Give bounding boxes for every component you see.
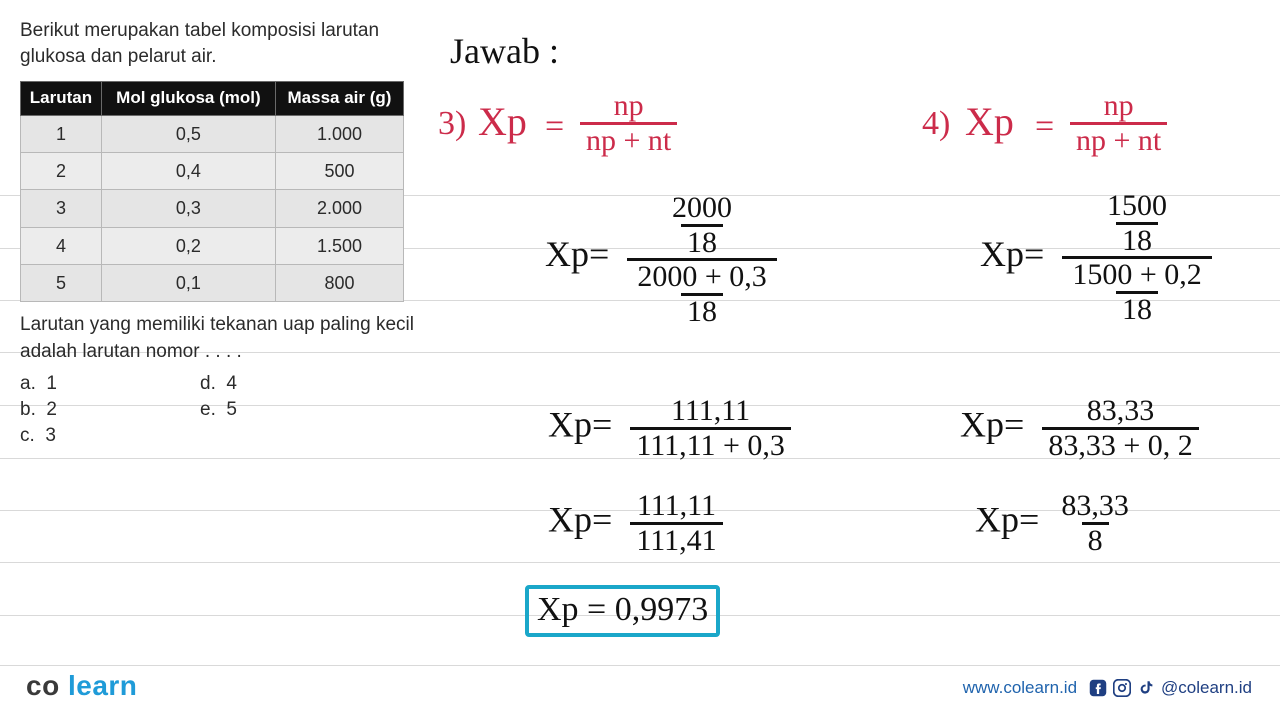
th-larutan: Larutan [21, 82, 102, 115]
hw4-formula: npnp + nt [1070, 90, 1167, 156]
hw4-eq: = [1035, 108, 1054, 146]
footer-right: www.colearn.id @colearn.id [963, 678, 1252, 698]
hw4-xp: Xp [965, 98, 1014, 145]
opt-a-key: a. 1 [20, 371, 80, 397]
table-row: 40,21.500 [21, 227, 404, 264]
th-massa-text: Massa air (g) [288, 88, 392, 107]
instagram-icon[interactable] [1113, 679, 1131, 697]
hw3-step4: Xp= 111,11111,41 [548, 490, 723, 556]
opt-e-key: e. 5 [200, 397, 260, 423]
tiktok-icon[interactable] [1137, 679, 1155, 697]
opt-c-key: c. 3 [20, 423, 80, 449]
hw3-formula: npnp + nt [580, 90, 677, 156]
th-massa: Massa air (g) [275, 82, 403, 115]
options: a. 1 d. 4 b. 2 e. 5 c. 3 [20, 371, 420, 448]
composition-table: Larutan Mol glukosa (mol) Massa air (g) … [20, 81, 404, 302]
footer-handle[interactable]: @colearn.id [1161, 678, 1252, 698]
page-root: Berikut merupakan tabel komposisi laruta… [0, 0, 1280, 720]
footer-url[interactable]: www.colearn.id [963, 678, 1077, 698]
intro-text: Berikut merupakan tabel komposisi laruta… [20, 18, 420, 69]
hw-jawab: Jawab : [450, 30, 559, 72]
table-row: 30,32.000 [21, 190, 404, 227]
social-icons: @colearn.id [1089, 678, 1252, 698]
hw4-step3: Xp= 83,3383,33 + 0, 2 [960, 395, 1199, 461]
table-row: 50,1800 [21, 264, 404, 301]
hw4-label: 4) [922, 105, 950, 143]
th-mol: Mol glukosa (mol) [101, 82, 275, 115]
opt-d-key: d. 4 [200, 371, 260, 397]
question-text: Larutan yang memiliki tekanan uap paling… [20, 312, 420, 365]
brand-logo: co learn [26, 670, 137, 702]
opt-b-key: b. 2 [20, 397, 80, 423]
facebook-icon[interactable] [1089, 679, 1107, 697]
th-mol-text: Mol glukosa (mol) [116, 88, 261, 107]
printed-block: Berikut merupakan tabel komposisi laruta… [20, 18, 420, 448]
table-row: 20,4500 [21, 152, 404, 189]
table-row: 10,51.000 [21, 115, 404, 152]
hw4-step1: Xp= 150018 1500 + 0,218 [980, 190, 1212, 325]
hw3-eq: = [545, 108, 564, 146]
hw3-step3: Xp= 111,11111,11 + 0,3 [548, 395, 791, 461]
hw3-xp: Xp [478, 98, 527, 145]
hw3-step1: Xp= 200018 2000 + 0,318 [545, 190, 777, 325]
hw3-result: Xp = 0,9973 [525, 585, 720, 637]
hw4-step4: Xp= 83,338 [975, 490, 1133, 556]
hw3-label: 3) [438, 105, 466, 143]
